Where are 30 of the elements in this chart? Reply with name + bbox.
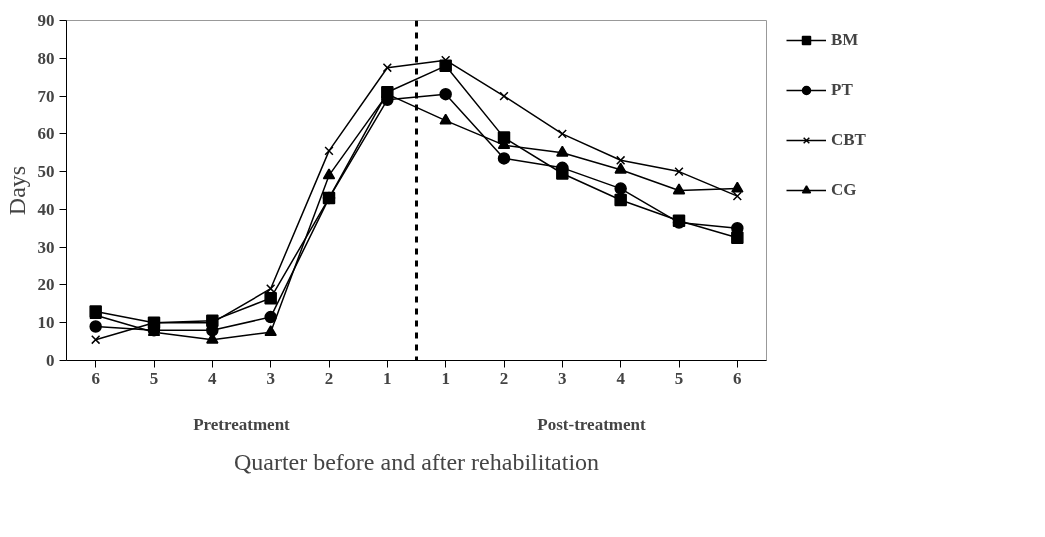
legend-label: CBT xyxy=(831,130,866,150)
x-axis-title: Quarter before and after rehabilitation xyxy=(233,448,600,475)
x-tick-label: 1 xyxy=(383,368,392,388)
y-tick-label: 10 xyxy=(37,313,55,333)
x-tick-label: 2 xyxy=(499,368,509,388)
y-tick-label: 70 xyxy=(37,86,55,106)
x-tick-label: 1 xyxy=(441,368,450,388)
x-tick-label: 5 xyxy=(674,368,684,388)
x-tick-label: 6 xyxy=(733,368,742,388)
y-tick-label: 80 xyxy=(37,48,55,68)
legend-label: BM xyxy=(831,30,859,50)
y-tick-label: 90 xyxy=(37,11,55,30)
y-tick-label: 40 xyxy=(37,199,55,219)
x-tick-label: 4 xyxy=(616,368,626,388)
x-tick-label: 6 xyxy=(91,368,100,388)
x-tick-label: 5 xyxy=(149,368,159,388)
legend-label: CG xyxy=(831,180,857,200)
y-axis-title: Days xyxy=(3,165,30,216)
y-tick-label: 0 xyxy=(46,351,55,370)
y-tick-label: 60 xyxy=(37,124,55,144)
x-tick-label: 3 xyxy=(558,368,567,388)
y-tick-label: 20 xyxy=(37,275,55,295)
x-tick-label: 3 xyxy=(266,368,275,388)
legend-label: PT xyxy=(831,80,853,100)
y-tick-label: 50 xyxy=(37,162,55,182)
x-tick-label: 4 xyxy=(208,368,218,388)
text: Post-treatment xyxy=(537,414,646,434)
y-tick-label: 30 xyxy=(37,237,55,257)
x-tick-label: 2 xyxy=(324,368,334,388)
text: Pretreatment xyxy=(193,414,291,434)
